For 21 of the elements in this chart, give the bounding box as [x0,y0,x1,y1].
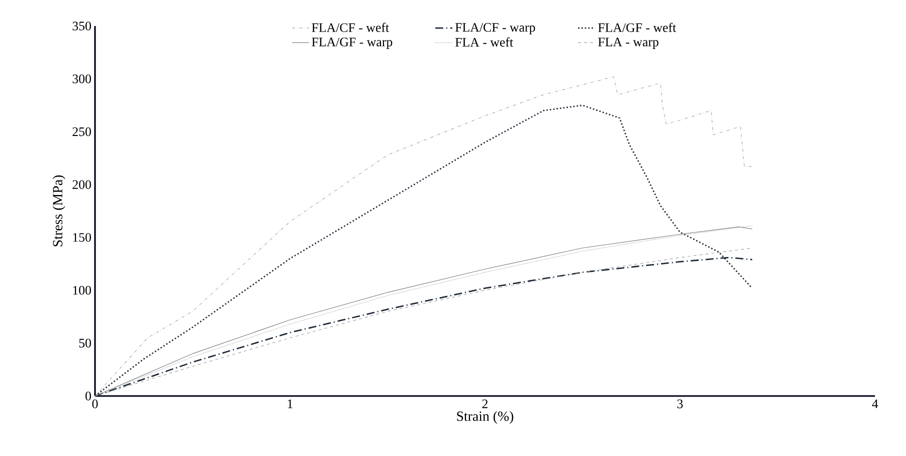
legend-label: FLA - weft [455,37,514,47]
legend-label: FLA/GF - warp [312,38,392,49]
y-tick-label: 100 [73,286,91,295]
y-tick-label: 300 [72,74,91,84]
y-tick-label: 0 [86,392,91,400]
y-tick-label: 150 [73,233,91,242]
y-tick-label: 350 [72,22,91,30]
x-tick-label: 2 [482,400,488,408]
y-tick-label: 50 [79,338,91,348]
legend-label: FLA/GF - weft [598,22,676,32]
y-tick-label: 200 [72,180,91,189]
legend-label: FLA/CF - warp [455,23,536,34]
x-axis-title: Strain (%) [457,411,514,424]
y-tick-label: 250 [72,127,91,136]
x-tick-label: 0 [92,400,98,408]
legend-label: FLA - warp [598,38,658,49]
x-tick-label: 3 [677,400,683,408]
x-tick-label: 4 [872,400,878,408]
y-axis-title: Stress (MPa) [52,175,66,246]
x-tick-label: 1 [288,400,292,408]
legend-label: FLA/CF - weft [312,22,390,32]
